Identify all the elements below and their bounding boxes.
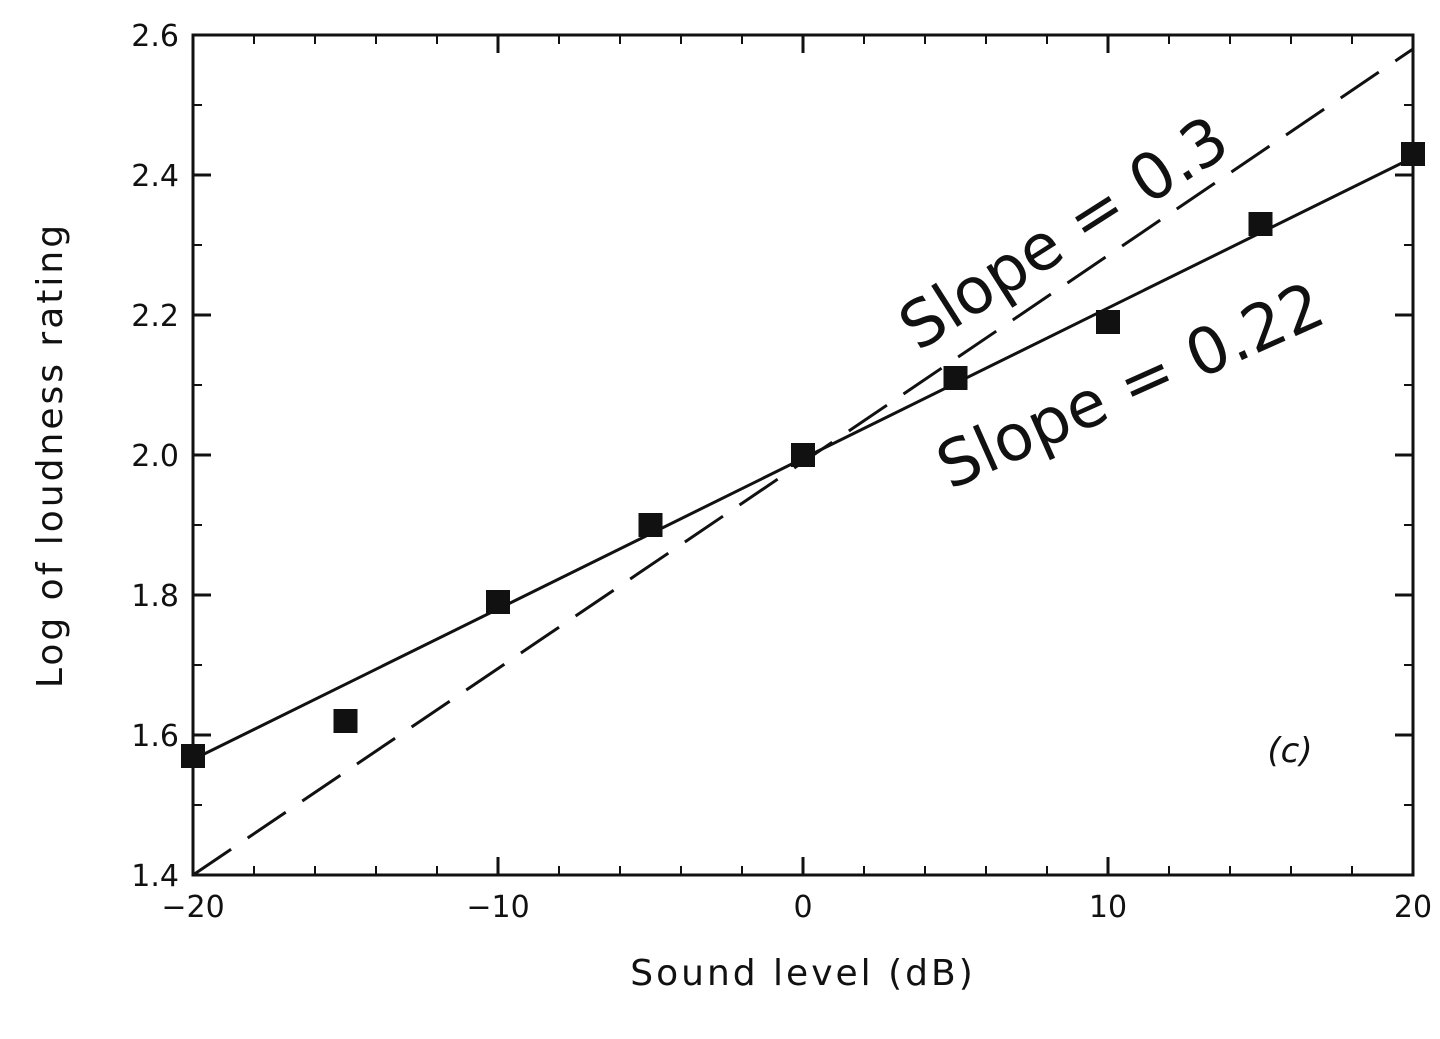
x-tick-label: −10 [466, 890, 529, 925]
data-markers [181, 142, 1425, 768]
y-tick-label: 1.8 [131, 579, 179, 614]
x-tick-labels: −20 −10 0 10 20 [161, 890, 1432, 925]
y-tick-label: 1.6 [131, 719, 179, 754]
data-point [333, 709, 358, 733]
panel-label: (c) [1267, 731, 1312, 771]
data-point [486, 590, 510, 614]
x-tick-label: −20 [161, 890, 224, 925]
plot-frame [191, 33, 1415, 877]
x-tick-label: 0 [793, 890, 812, 925]
y-tick-labels: 1.4 1.6 1.8 2.0 2.2 2.4 2.6 [131, 19, 179, 894]
y-tick-label: 1.4 [131, 859, 179, 894]
y-tick-label: 2.2 [131, 299, 179, 334]
x-tick-label: 20 [1394, 890, 1432, 925]
data-point [1096, 310, 1120, 334]
x-tick-label: 10 [1089, 890, 1127, 925]
y-tick-label: 2.4 [131, 159, 179, 194]
data-point [791, 443, 815, 467]
data-point [638, 513, 663, 537]
data-point [943, 366, 968, 390]
y-tick-label: 2.0 [131, 439, 179, 474]
x-axis-title: Sound level (dB) [630, 953, 976, 994]
data-point [1248, 212, 1273, 236]
y-tick-label: 2.6 [131, 19, 179, 54]
y-axis-title: Log of loudness rating [30, 222, 71, 688]
